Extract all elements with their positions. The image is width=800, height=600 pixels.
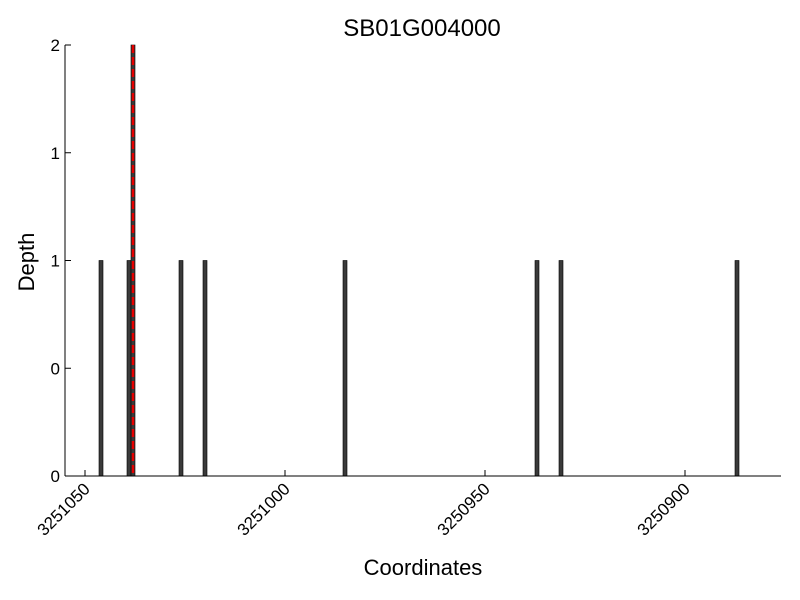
bar-5 [342, 260, 348, 477]
y-tick-label-2: 1 [51, 252, 60, 271]
bar-6 [534, 260, 540, 477]
x-axis-label: Coordinates [364, 555, 483, 580]
y-tick-label-3: 1 [51, 144, 60, 163]
bar-1 [126, 260, 132, 477]
bar-7 [558, 260, 564, 477]
y-tick-label-4: 2 [51, 36, 60, 55]
bar-4 [202, 260, 208, 477]
axes-group: 0 0 1 1 2 3251050 3251000 3250950 3250900 [34, 36, 781, 540]
bars-group [98, 44, 740, 477]
bar-8 [734, 260, 740, 477]
y-axis-label: Depth [14, 233, 39, 292]
bar-3 [178, 260, 184, 477]
chart-title: SB01G004000 [343, 15, 500, 42]
x-tick-label-2: 3250950 [434, 479, 494, 539]
y-tick-label-0: 0 [51, 467, 60, 486]
x-tick-label-0: 3251050 [34, 479, 94, 539]
bar-0 [98, 260, 104, 477]
x-tick-label-3: 3250900 [634, 479, 694, 539]
y-tick-label-1: 0 [51, 359, 60, 378]
x-tick-label-1: 3251000 [234, 479, 294, 539]
